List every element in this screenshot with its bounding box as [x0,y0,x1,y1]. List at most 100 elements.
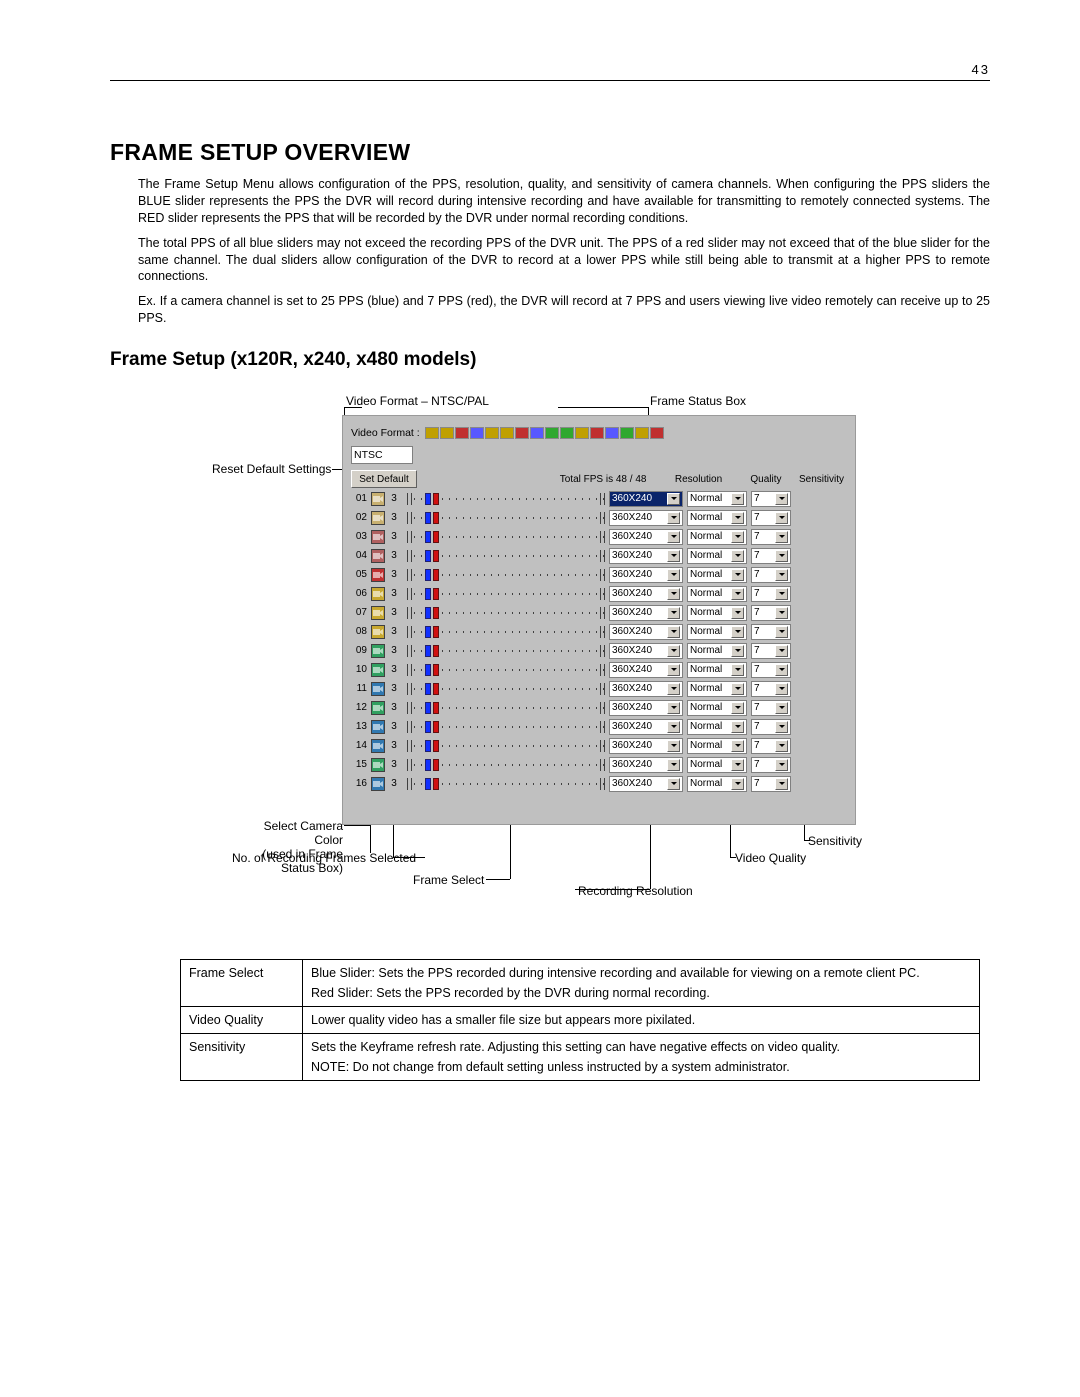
chevron-down-icon[interactable] [667,778,680,790]
camera-color-chip[interactable] [371,606,385,620]
chevron-down-icon[interactable] [667,607,680,619]
camera-color-chip[interactable] [371,682,385,696]
slider-thumb-red[interactable] [433,721,439,733]
sensitivity-select[interactable]: 7 [751,510,791,526]
chevron-down-icon[interactable] [731,721,744,733]
slider-thumb-blue[interactable] [425,664,431,676]
quality-select[interactable]: Normal [687,738,747,754]
chevron-down-icon[interactable] [775,721,788,733]
quality-select[interactable]: Normal [687,548,747,564]
sensitivity-select[interactable]: 7 [751,681,791,697]
resolution-select[interactable]: 360X240 [609,738,683,754]
quality-select[interactable]: Normal [687,776,747,792]
sensitivity-select[interactable]: 7 [751,567,791,583]
quality-select[interactable]: Normal [687,662,747,678]
chevron-down-icon[interactable] [775,759,788,771]
pps-slider[interactable] [407,625,605,639]
slider-thumb-red[interactable] [433,550,439,562]
slider-thumb-blue[interactable] [425,607,431,619]
slider-thumb-red[interactable] [433,645,439,657]
chevron-down-icon[interactable] [667,512,680,524]
chevron-down-icon[interactable] [667,759,680,771]
pps-slider[interactable] [407,568,605,582]
slider-thumb-red[interactable] [433,759,439,771]
sensitivity-select[interactable]: 7 [751,738,791,754]
chevron-down-icon[interactable] [731,626,744,638]
slider-thumb-blue[interactable] [425,740,431,752]
pps-slider[interactable] [407,701,605,715]
chevron-down-icon[interactable] [775,740,788,752]
quality-select[interactable]: Normal [687,681,747,697]
quality-select[interactable]: Normal [687,491,747,507]
chevron-down-icon[interactable] [775,512,788,524]
slider-thumb-red[interactable] [433,569,439,581]
chevron-down-icon[interactable] [775,626,788,638]
chevron-down-icon[interactable] [667,493,680,505]
resolution-select[interactable]: 360X240 [609,491,683,507]
sensitivity-select[interactable]: 7 [751,719,791,735]
camera-color-chip[interactable] [371,492,385,506]
pps-slider[interactable] [407,492,605,506]
resolution-select[interactable]: 360X240 [609,681,683,697]
chevron-down-icon[interactable] [667,740,680,752]
slider-thumb-blue[interactable] [425,512,431,524]
chevron-down-icon[interactable] [731,588,744,600]
pps-slider[interactable] [407,682,605,696]
quality-select[interactable]: Normal [687,624,747,640]
slider-thumb-blue[interactable] [425,588,431,600]
pps-slider[interactable] [407,758,605,772]
resolution-select[interactable]: 360X240 [609,624,683,640]
chevron-down-icon[interactable] [775,569,788,581]
sensitivity-select[interactable]: 7 [751,776,791,792]
slider-thumb-blue[interactable] [425,721,431,733]
slider-thumb-blue[interactable] [425,683,431,695]
chevron-down-icon[interactable] [731,607,744,619]
chevron-down-icon[interactable] [667,550,680,562]
sensitivity-select[interactable]: 7 [751,662,791,678]
pps-slider[interactable] [407,720,605,734]
sensitivity-select[interactable]: 7 [751,529,791,545]
chevron-down-icon[interactable] [667,645,680,657]
chevron-down-icon[interactable] [731,531,744,543]
set-default-button[interactable]: Set Default [351,470,417,488]
pps-slider[interactable] [407,587,605,601]
quality-select[interactable]: Normal [687,567,747,583]
chevron-down-icon[interactable] [667,721,680,733]
camera-color-chip[interactable] [371,758,385,772]
quality-select[interactable]: Normal [687,605,747,621]
slider-thumb-red[interactable] [433,531,439,543]
slider-thumb-blue[interactable] [425,569,431,581]
chevron-down-icon[interactable] [775,778,788,790]
chevron-down-icon[interactable] [731,569,744,581]
pps-slider[interactable] [407,739,605,753]
chevron-down-icon[interactable] [731,664,744,676]
chevron-down-icon[interactable] [731,778,744,790]
video-format-select[interactable]: NTSC [351,446,413,464]
quality-select[interactable]: Normal [687,586,747,602]
chevron-down-icon[interactable] [775,607,788,619]
chevron-down-icon[interactable] [667,683,680,695]
resolution-select[interactable]: 360X240 [609,700,683,716]
chevron-down-icon[interactable] [775,664,788,676]
camera-color-chip[interactable] [371,739,385,753]
sensitivity-select[interactable]: 7 [751,700,791,716]
chevron-down-icon[interactable] [775,550,788,562]
chevron-down-icon[interactable] [775,531,788,543]
quality-select[interactable]: Normal [687,757,747,773]
chevron-down-icon[interactable] [775,588,788,600]
pps-slider[interactable] [407,777,605,791]
camera-color-chip[interactable] [371,625,385,639]
resolution-select[interactable]: 360X240 [609,757,683,773]
camera-color-chip[interactable] [371,701,385,715]
quality-select[interactable]: Normal [687,510,747,526]
chevron-down-icon[interactable] [667,626,680,638]
resolution-select[interactable]: 360X240 [609,529,683,545]
slider-thumb-red[interactable] [433,512,439,524]
resolution-select[interactable]: 360X240 [609,605,683,621]
chevron-down-icon[interactable] [731,550,744,562]
resolution-select[interactable]: 360X240 [609,510,683,526]
slider-thumb-blue[interactable] [425,550,431,562]
camera-color-chip[interactable] [371,511,385,525]
pps-slider[interactable] [407,606,605,620]
chevron-down-icon[interactable] [667,531,680,543]
